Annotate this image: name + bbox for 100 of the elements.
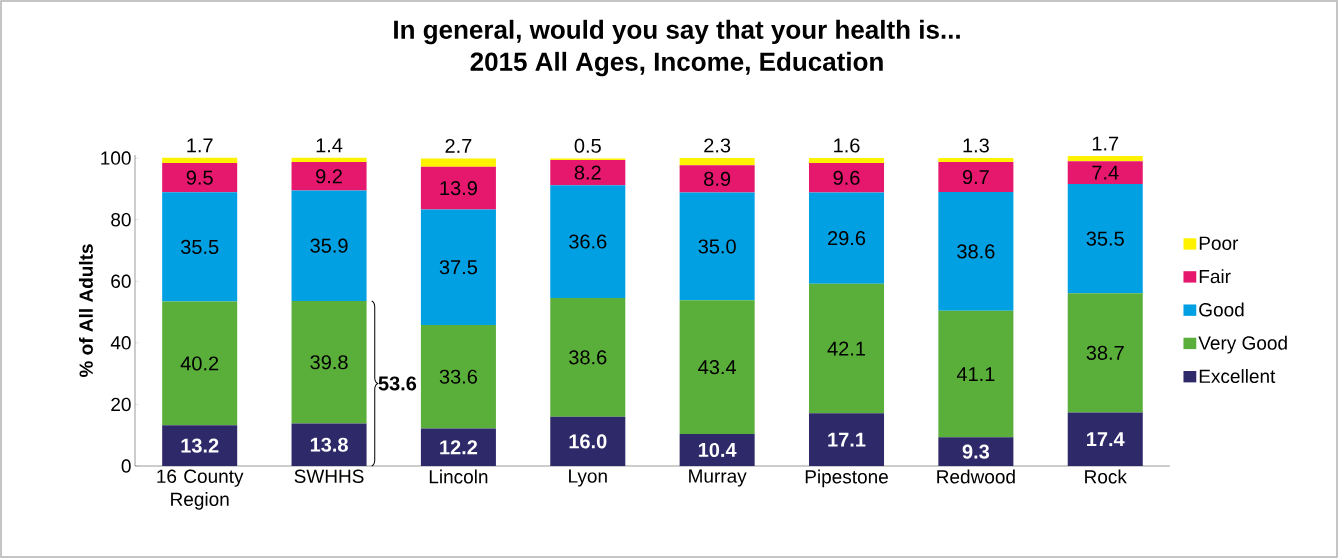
legend-label: Fair: [1199, 269, 1231, 284]
data-label: 39.8: [310, 355, 348, 370]
data-label: 37.5: [439, 260, 478, 275]
x-tick-label: SWHHS: [294, 469, 364, 483]
data-label: 33.6: [439, 369, 477, 384]
y-tick-label: 100: [101, 151, 131, 165]
data-label: 35.5: [180, 239, 219, 254]
legend-label: Excellent: [1199, 369, 1276, 384]
data-label: 1.4: [316, 138, 343, 153]
bar: [420, 428, 496, 466]
data-label: 0.5: [574, 138, 601, 153]
data-label: 35.5: [1086, 231, 1124, 246]
legend-label: Poor: [1199, 236, 1239, 250]
data-label: 7.4: [1092, 165, 1119, 180]
bar: [162, 192, 238, 302]
bar: [808, 192, 885, 284]
data-label: 17.4: [1087, 432, 1125, 447]
bar: [550, 297, 626, 417]
data-label: 9.3: [962, 444, 990, 459]
bar: [420, 324, 496, 429]
bar: [291, 300, 367, 424]
bar: [291, 190, 367, 301]
bar: [808, 283, 885, 414]
y-tick-label: 60: [111, 274, 131, 288]
bar: [1067, 412, 1143, 466]
bar: [1067, 161, 1143, 184]
x-tick-label: Lincoln: [429, 469, 488, 484]
data-label: 10.4: [698, 442, 737, 458]
data-label: 9.2: [316, 169, 342, 184]
bar: [162, 157, 238, 164]
bar: [1067, 293, 1143, 413]
data-label: 12.2: [440, 440, 478, 455]
annotation: 53.6: [378, 376, 417, 391]
data-label: 9.6: [833, 170, 860, 185]
x-tick-label: Redwood: [937, 469, 1015, 484]
bar: [162, 301, 238, 426]
y-axis-title: % of All Adults: [78, 244, 93, 378]
bar: [938, 158, 1014, 163]
data-label: 8.2: [574, 165, 601, 180]
data-label: 8.9: [704, 171, 731, 186]
bar: [420, 166, 496, 210]
data-label: 38.6: [569, 350, 607, 365]
chart-subtitle: 2015 All Ages, Income, Education: [470, 51, 883, 77]
bar: [162, 425, 238, 466]
data-label: 43.4: [698, 360, 737, 375]
data-label: 2.3: [704, 138, 731, 153]
bar: [808, 158, 885, 164]
bar: [291, 162, 367, 191]
data-label: 16.0: [569, 434, 607, 449]
data-label: 40.2: [180, 356, 219, 371]
data-label: 35.9: [310, 238, 348, 253]
data-label: 13.2: [181, 438, 219, 453]
data-label: 42.1: [827, 341, 865, 356]
bar: [420, 158, 496, 167]
data-label: 38.7: [1086, 345, 1124, 360]
bar: [550, 185, 626, 298]
data-label: 9.5: [186, 170, 213, 185]
data-label: 1.7: [187, 138, 213, 153]
bar: [550, 416, 626, 466]
x-tick-label: Murray: [689, 469, 747, 487]
data-label: 1.6: [834, 138, 860, 153]
legend-label: Good: [1199, 302, 1244, 317]
bar: [420, 209, 496, 325]
chart-title: In general, would you say that your health is...: [394, 19, 960, 45]
bar: [1067, 155, 1143, 162]
x-tick-label: Pipestone: [805, 469, 888, 488]
bar: [679, 433, 755, 466]
y-tick-label: 80: [111, 212, 131, 227]
bar: [679, 192, 755, 301]
x-tick-label: 16 County Region: [157, 469, 244, 510]
data-label: 2.7: [445, 138, 472, 153]
data-label: 9.7: [962, 169, 989, 185]
data-label: 36.6: [569, 234, 607, 249]
bar: [550, 159, 626, 186]
bar: [162, 163, 238, 193]
bar: [938, 437, 1014, 466]
bar: [938, 162, 1014, 192]
legend-label: Very Good: [1198, 335, 1287, 354]
data-label: 35.0: [698, 239, 736, 254]
data-label: 1.7: [1092, 136, 1119, 151]
x-tick-label: Rock: [1085, 469, 1127, 484]
bar: [808, 163, 885, 193]
bar: [938, 191, 1014, 311]
data-label: 13.8: [310, 437, 348, 452]
bar: [679, 165, 755, 193]
x-tick-label: Lyon: [569, 469, 607, 487]
bar: [679, 158, 755, 166]
bar: [291, 423, 367, 466]
bar: [808, 413, 885, 466]
data-label: 38.6: [957, 244, 995, 259]
bar: [679, 300, 755, 434]
data-label: 41.1: [956, 367, 995, 381]
data-label: 29.6: [828, 231, 866, 246]
bar: [291, 157, 367, 163]
data-label: 17.1: [828, 432, 866, 447]
bar: [1067, 183, 1143, 294]
data-label: 13.9: [440, 181, 477, 196]
y-tick-label: 20: [111, 397, 131, 412]
data-label: 1.3: [963, 138, 989, 153]
y-tick-label: 0: [121, 459, 131, 473]
